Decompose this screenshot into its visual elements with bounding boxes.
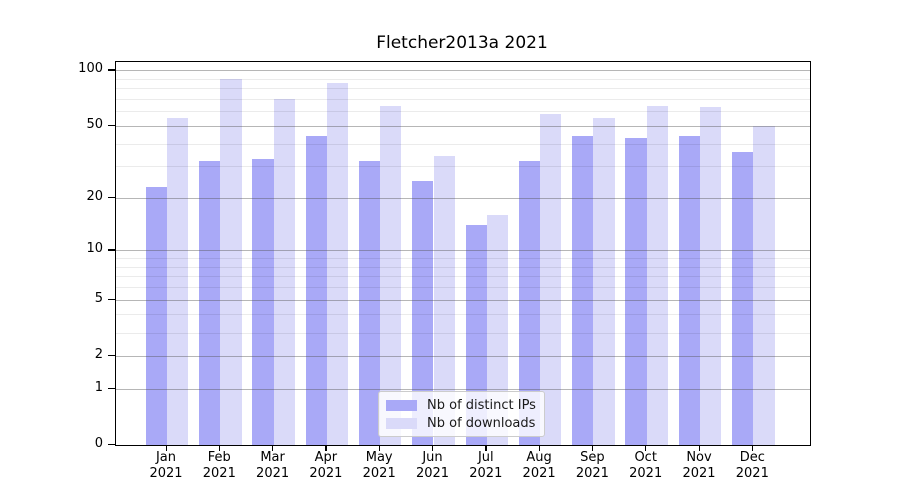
year-label: 2021 [735, 466, 769, 481]
year-label: 2021 [202, 466, 236, 481]
y-tick-label: 20 [86, 188, 103, 204]
legend-row-distinct-ips: Nb of distinct IPs [386, 398, 536, 413]
month-label: Dec [739, 450, 765, 465]
bar-downloads-sep [593, 118, 615, 445]
x-tick-mark [591, 445, 594, 452]
y-tick-label: 1 [94, 379, 103, 395]
y-tick-mark [108, 69, 115, 71]
bar-distinct-ips-jan [145, 187, 167, 445]
x-tick-label-aug: Aug 2021 [507, 450, 571, 482]
bar-downloads-jul [486, 215, 509, 445]
bar-distinct-ips-apr [305, 136, 327, 445]
x-tick-mark [432, 445, 434, 452]
bar-downloads-aug [540, 114, 562, 445]
x-tick-label-dec: Dec 2021 [720, 450, 784, 482]
x-tick-mark [325, 445, 327, 452]
legend-swatch-downloads [386, 418, 417, 429]
month-label: May [365, 450, 393, 465]
month-label: Jan [155, 450, 177, 465]
year-label: 2021 [469, 466, 503, 481]
chart-title: Fletcher2013a 2021 [376, 33, 548, 53]
x-tick-label-apr: Apr 2021 [294, 450, 358, 482]
y-tick-label: 5 [94, 290, 103, 306]
month-label: Feb [207, 450, 231, 465]
x-tick-label-nov: Nov 2021 [667, 450, 731, 482]
year-label: 2021 [362, 466, 396, 481]
legend-label-distinct-ips: Nb of distinct IPs [427, 398, 536, 413]
bar-distinct-ips-feb [199, 161, 221, 445]
x-tick-mark [751, 445, 754, 452]
bar-downloads-apr [326, 83, 349, 445]
bar-downloads-may [380, 106, 402, 445]
bar-distinct-ips-jun [412, 180, 434, 445]
bar-downloads-oct [646, 106, 668, 445]
y-tick-mark [108, 196, 115, 199]
month-label: Jun [422, 450, 443, 465]
year-label: 2021 [682, 466, 716, 481]
bar-distinct-ips-mar [252, 158, 274, 445]
month-label: Mar [260, 450, 285, 465]
x-tick-label-feb: Feb 2021 [187, 450, 251, 482]
legend-swatch-distinct-ips [386, 400, 417, 411]
x-tick-label-jun: Jun 2021 [401, 450, 465, 482]
year-label: 2021 [629, 466, 663, 481]
y-tick-label: 10 [86, 241, 103, 257]
plot-area [115, 61, 811, 446]
x-tick-mark [698, 445, 700, 452]
x-tick-label-oct: Oct 2021 [614, 450, 678, 482]
y-tick-label: 50 [86, 116, 103, 132]
x-tick-mark [645, 445, 647, 452]
bar-downloads-jan [167, 118, 189, 445]
month-label: Jul [477, 450, 494, 465]
bar-distinct-ips-sep [572, 136, 594, 445]
x-tick-label-mar: Mar 2021 [241, 450, 305, 482]
bar-distinct-ips-nov [678, 136, 700, 445]
month-label: Sep [580, 450, 605, 465]
year-label: 2021 [415, 466, 450, 481]
y-tick-label: 0 [94, 436, 103, 451]
bar-distinct-ips-dec [732, 151, 754, 445]
legend-row-downloads: Nb of downloads [386, 416, 536, 431]
major-gridline [116, 70, 810, 72]
bar-downloads-dec [753, 125, 775, 445]
month-label: Apr [314, 450, 338, 465]
x-tick-mark [165, 445, 167, 452]
x-tick-label-sep: Sep 2021 [560, 450, 624, 482]
bar-downloads-mar [273, 99, 295, 445]
x-tick-label-jul: Jul 2021 [454, 450, 518, 482]
x-tick-mark [378, 445, 380, 452]
bar-downloads-nov [700, 107, 722, 445]
bar-distinct-ips-jul [465, 225, 487, 445]
x-tick-label-jan: Jan 2021 [134, 450, 198, 482]
y-tick-mark [108, 124, 115, 127]
month-label: Aug [526, 450, 552, 465]
bar-downloads-feb [220, 78, 242, 445]
month-label: Oct [634, 450, 657, 465]
x-tick-mark [218, 445, 221, 452]
year-label: 2021 [309, 466, 343, 481]
bar-distinct-ips-oct [625, 137, 647, 445]
x-tick-mark [538, 445, 540, 452]
year-label: 2021 [149, 466, 183, 481]
month-label: Nov [686, 450, 712, 465]
x-tick-label-may: May 2021 [347, 450, 411, 482]
legend-label-downloads: Nb of downloads [427, 416, 536, 431]
y-tick-label: 100 [78, 61, 103, 77]
legend: Nb of distinct IPs Nb of downloads [378, 391, 545, 437]
year-label: 2021 [575, 466, 609, 481]
bar-downloads-jun [433, 156, 455, 445]
year-label: 2021 [256, 466, 290, 481]
y-tick-label: 2 [94, 346, 103, 362]
x-tick-mark [272, 445, 274, 452]
y-tick-mark [108, 387, 115, 389]
bar-distinct-ips-may [358, 161, 381, 445]
year-label: 2021 [522, 466, 556, 481]
bar-distinct-ips-aug [518, 161, 541, 445]
y-tick-mark [108, 249, 115, 251]
y-tick-mark [108, 298, 115, 300]
y-tick-mark [108, 354, 115, 357]
x-tick-mark [485, 445, 487, 452]
y-tick-mark [108, 444, 115, 446]
